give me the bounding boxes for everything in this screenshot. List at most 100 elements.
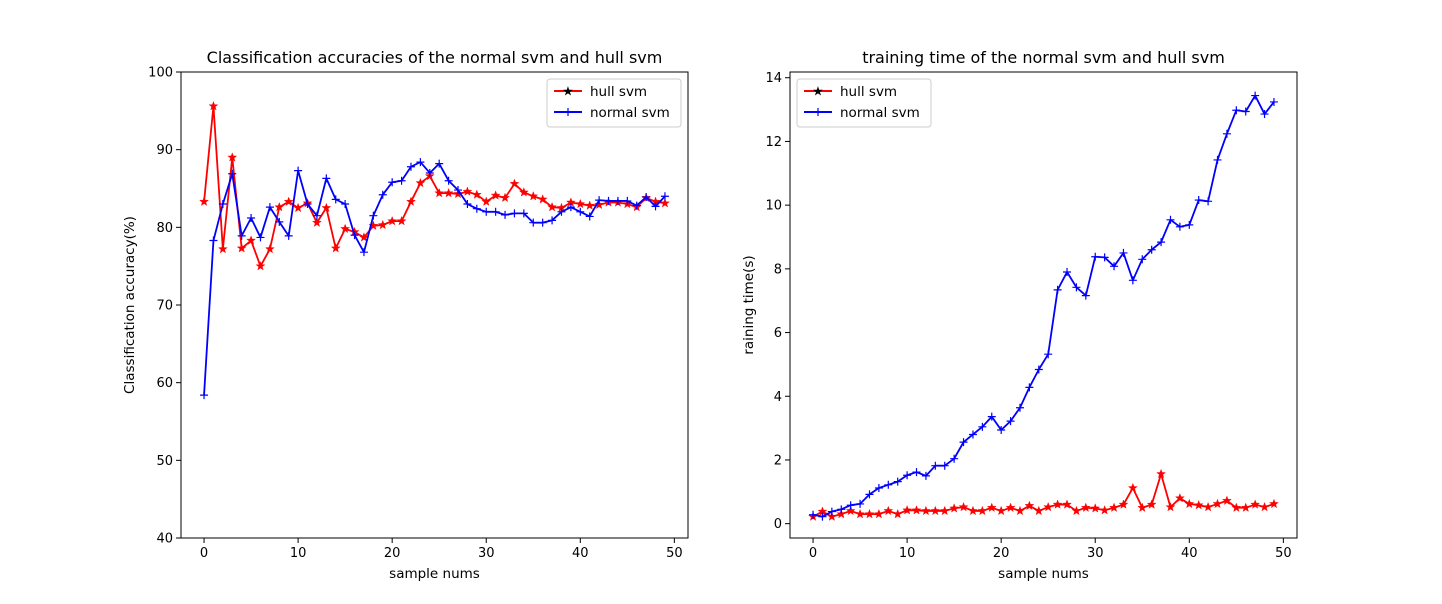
y-tick-label: 100 bbox=[148, 66, 173, 81]
accuracy-point-hull-svm bbox=[462, 186, 473, 196]
training-time-point-normal-svm bbox=[1091, 252, 1100, 261]
accuracy-point-normal-svm bbox=[275, 217, 284, 226]
accuracy-point-normal-svm bbox=[623, 196, 632, 205]
accuracy-point-normal-svm bbox=[529, 218, 538, 227]
training-time-point-hull-svm bbox=[1109, 502, 1119, 512]
x-tick-label: 50 bbox=[1275, 546, 1292, 561]
training-time-point-hull-svm bbox=[1071, 505, 1082, 516]
training-time-point-normal-svm bbox=[818, 512, 827, 521]
legend-label-normal-svm: normal svm bbox=[840, 105, 920, 121]
accuracy-point-normal-svm bbox=[397, 176, 406, 185]
accuracy-point-hull-svm bbox=[227, 152, 238, 162]
training-time-point-hull-svm bbox=[845, 505, 856, 516]
accuracy-point-normal-svm bbox=[491, 207, 500, 216]
accuracy-point-normal-svm bbox=[388, 178, 397, 187]
accuracy-point-hull-svm bbox=[208, 100, 219, 111]
accuracy-point-normal-svm bbox=[331, 195, 340, 204]
y-tick-label: 6 bbox=[774, 326, 782, 341]
training-time-point-hull-svm bbox=[1080, 502, 1091, 512]
training-time-point-hull-svm bbox=[1024, 500, 1035, 511]
accuracy-point-hull-svm bbox=[490, 190, 501, 200]
training-time-point-normal-svm bbox=[1213, 155, 1222, 164]
accuracy-point-hull-svm bbox=[255, 260, 266, 271]
training-time-point-hull-svm bbox=[1015, 505, 1025, 516]
accuracy-point-hull-svm bbox=[330, 243, 341, 253]
accuracy-series-line-normal-svm bbox=[203, 161, 666, 396]
training-time-point-normal-svm bbox=[837, 505, 846, 514]
training-time-point-normal-svm bbox=[968, 430, 977, 439]
training-time-point-hull-svm bbox=[864, 508, 875, 519]
training-time-point-hull-svm bbox=[939, 505, 950, 516]
accuracy-point-normal-svm bbox=[642, 193, 651, 202]
training-time-point-normal-svm bbox=[978, 422, 987, 431]
training-time-point-normal-svm bbox=[1185, 220, 1194, 229]
accuracy-point-normal-svm bbox=[359, 248, 368, 257]
accuracy-point-hull-svm bbox=[443, 187, 454, 198]
accuracy-point-hull-svm bbox=[406, 196, 416, 206]
training-time-point-hull-svm bbox=[1156, 468, 1167, 479]
training-time-point-hull-svm bbox=[1240, 502, 1251, 512]
accuracy-point-hull-svm bbox=[387, 215, 398, 226]
y-tick-label: 12 bbox=[765, 135, 782, 150]
y-tick-label: 2 bbox=[774, 453, 782, 468]
accuracy-point-hull-svm bbox=[274, 201, 285, 212]
x-tick-label: 10 bbox=[290, 546, 307, 561]
accuracy-point-normal-svm bbox=[566, 203, 575, 212]
legend-label-hull-svm: hull svm bbox=[840, 84, 897, 100]
accuracy-point-normal-svm bbox=[604, 196, 613, 205]
accuracy-point-normal-svm bbox=[472, 204, 481, 213]
legend-marker-normal-svm bbox=[564, 108, 572, 116]
training-time-point-normal-svm bbox=[1006, 417, 1015, 426]
training-time-point-normal-svm bbox=[959, 438, 968, 447]
accuracy-point-hull-svm bbox=[415, 177, 426, 188]
x-tick-label: 0 bbox=[809, 546, 817, 561]
training-time-point-normal-svm bbox=[1025, 383, 1034, 392]
accuracy-point-hull-svm bbox=[471, 189, 482, 199]
training-time-point-hull-svm bbox=[902, 505, 913, 515]
accuracy-point-normal-svm bbox=[613, 196, 622, 205]
accuracy-point-normal-svm bbox=[519, 209, 528, 218]
accuracy-point-normal-svm bbox=[482, 207, 491, 216]
training-time-point-normal-svm bbox=[1081, 291, 1090, 300]
accuracy-chart-title: Classification accuracies of the normal … bbox=[207, 48, 663, 67]
accuracy-point-normal-svm bbox=[312, 211, 321, 220]
accuracy-chart-frame bbox=[180, 71, 689, 539]
training-time-point-normal-svm bbox=[921, 471, 930, 480]
training-time-point-normal-svm bbox=[1053, 285, 1062, 294]
accuracy-point-normal-svm bbox=[284, 231, 293, 240]
training-time-chart: training time of the normal svm and hull… bbox=[741, 48, 1298, 582]
accuracy-point-hull-svm bbox=[283, 196, 294, 206]
accuracy-point-hull-svm bbox=[199, 196, 209, 206]
accuracy-point-hull-svm bbox=[236, 243, 247, 253]
accuracy-point-normal-svm bbox=[322, 174, 331, 183]
training-time-point-normal-svm bbox=[1128, 276, 1137, 285]
training-time-point-normal-svm bbox=[1147, 245, 1156, 254]
x-tick-label: 40 bbox=[1181, 546, 1198, 561]
training-time-point-normal-svm bbox=[1063, 268, 1072, 277]
training-time-point-hull-svm bbox=[1269, 498, 1279, 509]
x-tick-label: 50 bbox=[666, 546, 683, 561]
accuracy-point-normal-svm bbox=[538, 218, 547, 227]
y-tick-label: 80 bbox=[156, 221, 173, 236]
accuracy-point-normal-svm bbox=[632, 201, 641, 210]
training-time-point-hull-svm bbox=[1043, 501, 1054, 512]
training-time-point-hull-svm bbox=[1033, 505, 1044, 516]
training-time-chart-ylabel: raining time(s) bbox=[741, 255, 757, 354]
training-time-point-normal-svm bbox=[1157, 238, 1166, 247]
training-time-point-hull-svm bbox=[1090, 503, 1101, 513]
training-time-point-normal-svm bbox=[884, 480, 893, 489]
y-tick-label: 50 bbox=[156, 454, 173, 469]
accuracy-point-normal-svm bbox=[369, 211, 378, 220]
training-time-point-normal-svm bbox=[912, 468, 921, 477]
accuracy-point-normal-svm bbox=[548, 216, 557, 225]
accuracy-point-normal-svm bbox=[501, 210, 510, 219]
training-time-point-normal-svm bbox=[1034, 365, 1043, 374]
training-time-point-normal-svm bbox=[1166, 215, 1175, 224]
training-time-point-hull-svm bbox=[1184, 498, 1195, 509]
training-time-point-hull-svm bbox=[1137, 502, 1148, 512]
training-time-point-normal-svm bbox=[1015, 403, 1024, 412]
accuracy-point-normal-svm bbox=[378, 190, 387, 199]
training-time-chart-series bbox=[808, 91, 1279, 521]
accuracy-point-hull-svm bbox=[575, 198, 586, 209]
training-time-point-normal-svm bbox=[1260, 110, 1269, 119]
